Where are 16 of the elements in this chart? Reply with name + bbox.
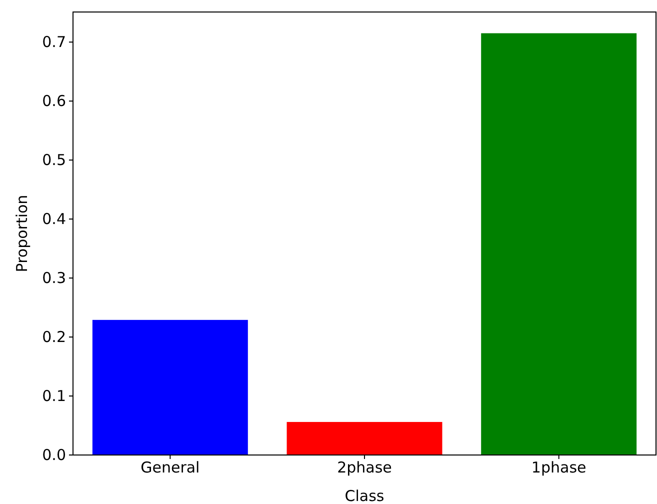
x-tick-label: 1phase — [531, 458, 586, 477]
y-tick-label: 0.6 — [42, 92, 66, 110]
y-axis-title: Proportion — [13, 194, 31, 272]
x-axis-title: Class — [344, 487, 384, 504]
y-tick-label: 0.3 — [42, 268, 66, 287]
y-tick-label: 0.2 — [42, 328, 66, 346]
y-tick-label: 0.7 — [42, 32, 66, 51]
y-tick-label: 0.0 — [42, 446, 66, 464]
y-tick-label: 0.4 — [42, 210, 66, 228]
bar — [286, 422, 442, 455]
x-tick-label: 2phase — [337, 458, 392, 477]
bar — [92, 320, 248, 455]
x-tick-label: General — [140, 458, 200, 477]
y-tick-label: 0.5 — [42, 150, 66, 169]
bar — [481, 33, 637, 455]
y-tick-label: 0.1 — [42, 386, 66, 405]
